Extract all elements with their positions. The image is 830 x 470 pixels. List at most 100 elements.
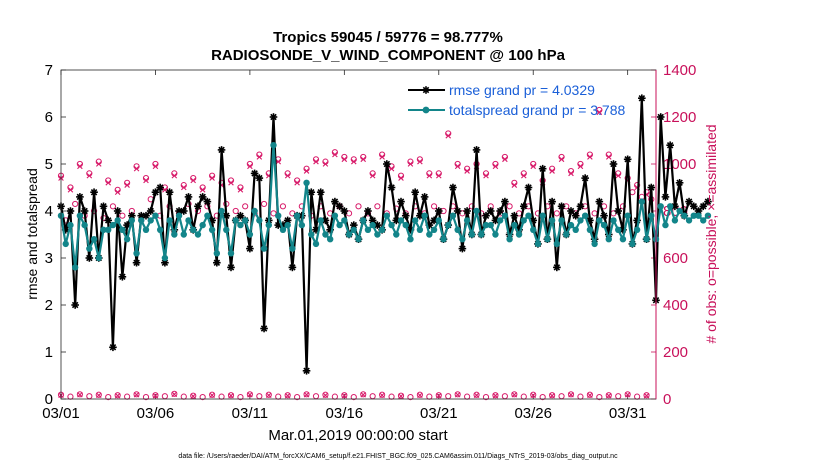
- totalspread-point: [482, 221, 490, 229]
- totalspread-point: [142, 226, 150, 233]
- totalspread-point: [619, 236, 627, 243]
- obs-possible-marker: [374, 203, 381, 210]
- totalspread-point: [525, 212, 532, 219]
- y-tick-label: 4: [45, 203, 53, 220]
- rmse-point: [184, 193, 193, 201]
- totalspread-point: [251, 207, 258, 215]
- obs-possible-marker-low: [549, 392, 556, 399]
- totalspread-point: [100, 226, 107, 233]
- totalspread-point: [256, 217, 263, 224]
- obs-assimilated-marker: [398, 175, 404, 181]
- obs-assimilated-marker-low: [454, 391, 461, 398]
- obs-assimilated-marker-low: [643, 392, 650, 399]
- obs-possible-marker-low: [152, 392, 159, 399]
- totalspread-point: [624, 212, 631, 219]
- totalspread-point: [487, 221, 494, 229]
- totalspread-point: [279, 226, 287, 233]
- obs-assimilated-marker: [199, 187, 206, 193]
- rmse-point: [179, 207, 188, 215]
- totalspread-point: [690, 212, 697, 219]
- obs-assimilated-marker: [464, 168, 470, 174]
- rmse-point: [203, 197, 212, 206]
- obs-assimilated-marker: [454, 163, 461, 170]
- totalspread-point: [393, 231, 400, 238]
- obs-assimilated-marker-low: [77, 391, 83, 398]
- totalspread-point: [204, 212, 211, 219]
- totalspread-point: [662, 221, 669, 229]
- totalspread-point: [67, 221, 74, 229]
- y-tick-label: 3: [45, 250, 53, 267]
- obs-assimilated-marker: [360, 156, 367, 163]
- obs-assimilated-marker: [180, 184, 187, 191]
- totalspread-point: [223, 226, 230, 233]
- rmse-point: [288, 263, 297, 272]
- totalspread-point: [581, 212, 589, 219]
- obs-assimilated-marker-low: [228, 392, 234, 399]
- obs-possible-marker-low: [596, 394, 603, 401]
- totalspread-point: [530, 226, 537, 233]
- rmse-point: [510, 211, 519, 220]
- obs-assimilated-marker: [388, 165, 395, 172]
- obs-possible-marker-low: [284, 392, 291, 399]
- totalspread-point: [496, 217, 504, 224]
- totalspread-point: [293, 212, 301, 219]
- totalspread-point: [190, 226, 197, 233]
- rmse-point: [647, 183, 656, 192]
- totalspread-point: [572, 226, 579, 233]
- obs-assimilated-marker: [143, 177, 149, 184]
- obs-assimilated-marker: [511, 182, 518, 188]
- totalspread-point: [289, 245, 296, 252]
- rmse-point: [685, 197, 693, 206]
- rmse-point: [99, 202, 108, 211]
- obs-assimilated-marker: [520, 172, 527, 179]
- obs-possible-marker-low: [473, 391, 480, 398]
- obs-possible-marker-low: [511, 391, 518, 398]
- obs-assimilated-marker-low: [95, 392, 102, 399]
- obs-assimilated-marker: [86, 172, 93, 179]
- legend-totalspread-label: totalspread grand pr = 3.788: [449, 102, 626, 118]
- obs-possible-marker: [72, 200, 79, 208]
- rmse-point: [383, 160, 391, 168]
- totalspread-point: [270, 142, 277, 149]
- y2-tick-label: 1400: [663, 62, 696, 79]
- totalspread-point: [638, 198, 646, 205]
- obs-possible-marker-low: [567, 391, 575, 398]
- totalspread-point: [449, 212, 457, 219]
- totalspread-point: [666, 203, 674, 210]
- totalspread-point: [511, 221, 518, 229]
- obs-assimilated-marker: [435, 172, 442, 179]
- y2-tick-label: 1200: [663, 109, 696, 126]
- totalspread-point: [312, 240, 320, 248]
- obs-assimilated-marker-low: [624, 391, 631, 398]
- totalspread-point: [430, 226, 438, 233]
- obs-possible-marker-low: [397, 392, 405, 399]
- totalspread-point: [128, 217, 136, 224]
- totalspread-point: [95, 254, 102, 262]
- rmse-point: [90, 188, 98, 196]
- obs-assimilated-marker-low: [341, 392, 348, 399]
- totalspread-point: [407, 236, 414, 243]
- totalspread-point: [360, 217, 367, 224]
- totalspread-point: [76, 212, 84, 219]
- totalspread-point: [558, 217, 565, 224]
- obs-possible-marker: [119, 212, 126, 219]
- totalspread-point: [275, 212, 282, 219]
- obs-possible-marker-low: [246, 391, 253, 398]
- totalspread-point: [331, 212, 339, 219]
- totalspread-point: [308, 231, 315, 238]
- totalspread-point: [161, 254, 169, 262]
- obs-possible-marker-low: [190, 392, 197, 399]
- obs-assimilated-marker-low: [171, 391, 178, 398]
- legend-rmse-label: rmse grand pr = 4.0329: [449, 82, 595, 98]
- y2-tick-label: 0: [663, 391, 671, 408]
- rmse-point: [567, 207, 575, 215]
- rmse-point: [302, 367, 311, 375]
- rmse-point: [66, 207, 75, 215]
- obs-assimilated-marker: [350, 158, 357, 165]
- rmse-point: [623, 155, 632, 164]
- obs-assimilated-marker-low: [587, 392, 593, 399]
- obs-possible-marker-low: [105, 394, 112, 401]
- rmse-point: [165, 188, 174, 196]
- obs-possible-marker-low: [265, 391, 272, 398]
- x-tick-label: 03/16: [326, 405, 364, 422]
